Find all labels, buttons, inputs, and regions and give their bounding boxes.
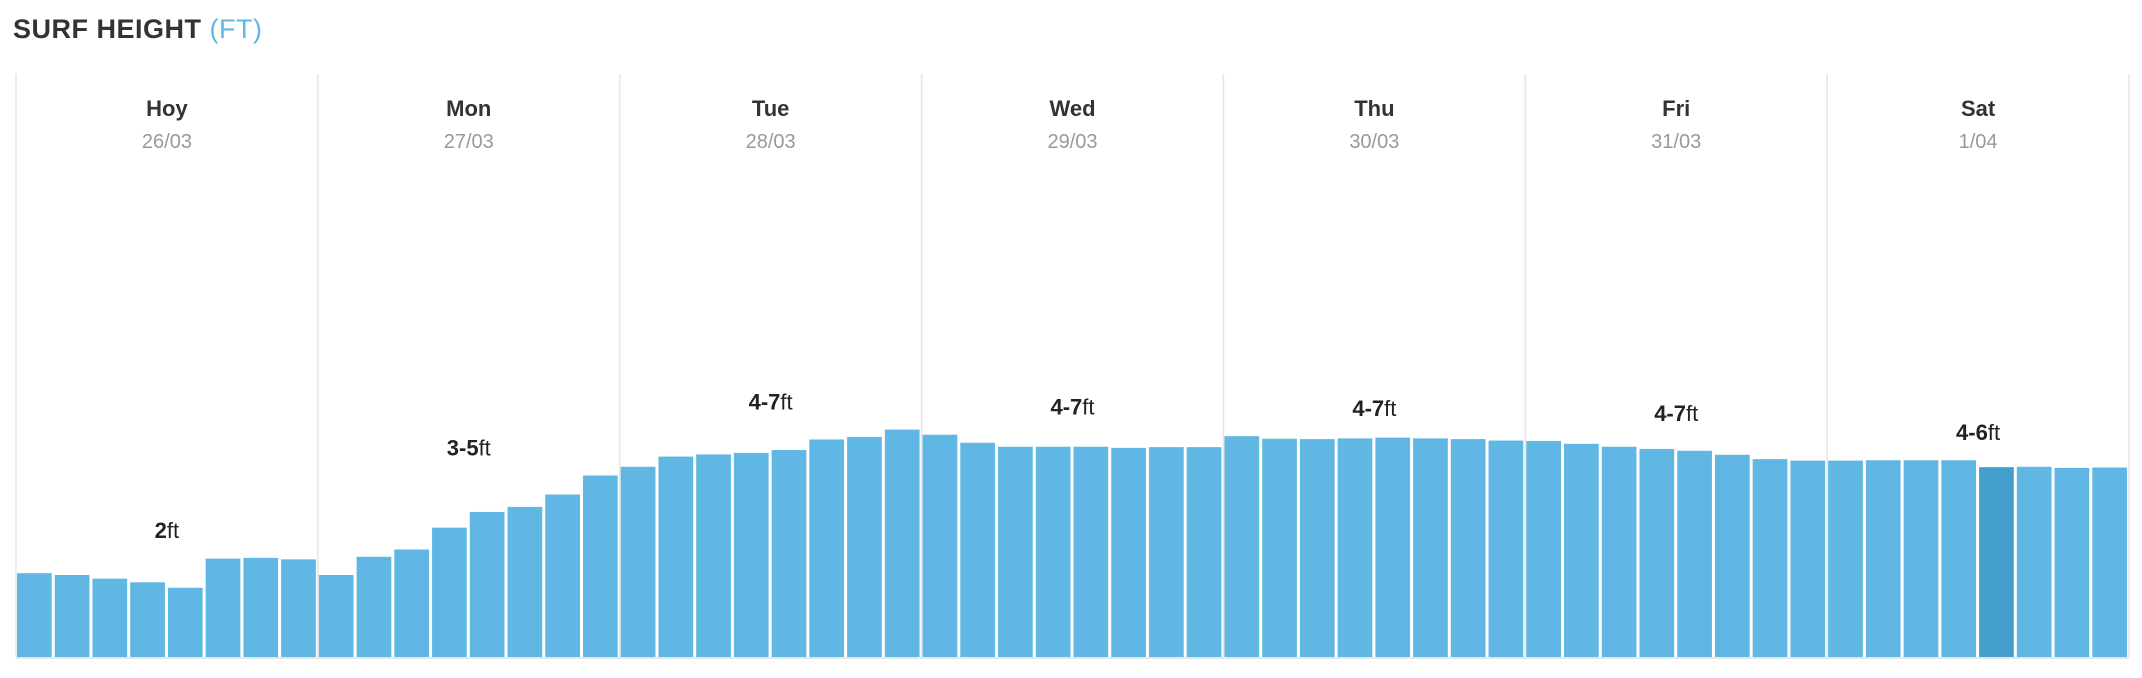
- surf-bar: [620, 466, 656, 657]
- range-label: 3-5ft: [447, 436, 491, 461]
- surf-bar: [281, 559, 316, 657]
- range-label: 4-7ft: [749, 390, 793, 415]
- surf-bar: [130, 582, 165, 657]
- surf-bar: [1714, 454, 1750, 657]
- surf-bar: [507, 506, 543, 657]
- surf-bar: [2054, 467, 2090, 657]
- range-label: 4-6ft: [1956, 420, 2000, 445]
- surf-bar: [1564, 443, 1599, 657]
- day-name: Wed: [1049, 96, 1095, 121]
- surf-bar: [998, 446, 1033, 657]
- surf-bar: [92, 578, 128, 657]
- surf-bar: [884, 429, 920, 657]
- surf-bar: [658, 456, 694, 657]
- surf-bar: [1186, 447, 1222, 657]
- surf-bar: [318, 575, 354, 657]
- surf-bar: [356, 556, 392, 657]
- day-name: Fri: [1662, 96, 1690, 121]
- surf-bar: [167, 587, 203, 657]
- title-text: SURF HEIGHT: [13, 14, 202, 44]
- surf-bar: [2016, 466, 2052, 657]
- surf-bar: [1790, 460, 1826, 657]
- chart-title: SURF HEIGHT (FT): [13, 14, 263, 45]
- day-date: 26/03: [142, 131, 192, 153]
- surf-bar: [696, 454, 731, 657]
- day-date: 27/03: [444, 131, 494, 153]
- surf-bar: [1941, 460, 1977, 657]
- surf-bar: [1488, 440, 1524, 657]
- surf-bar: [1903, 460, 1939, 657]
- title-unit: (FT): [209, 14, 263, 44]
- surf-bar: [771, 450, 807, 657]
- surf-bar: [1828, 460, 1863, 657]
- surf-bar: [243, 557, 279, 657]
- surf-bar: [960, 442, 996, 657]
- surf-bar: [1639, 448, 1675, 657]
- surf-bar: [1677, 450, 1712, 657]
- surf-bar: [809, 439, 845, 657]
- surf-bar: [54, 575, 90, 657]
- surf-bar: [1262, 438, 1297, 657]
- surf-bar: [1148, 447, 1184, 657]
- surf-bar-selected: [1979, 467, 2014, 657]
- surf-bar: [847, 436, 882, 657]
- surf-bar: [545, 494, 580, 657]
- surf-bar: [1601, 446, 1637, 657]
- day-name: Hoy: [146, 96, 188, 121]
- day-date: 28/03: [746, 131, 796, 153]
- day-name: Mon: [446, 96, 491, 121]
- day-date: 31/03: [1651, 131, 1701, 153]
- day-name: Tue: [752, 96, 789, 121]
- range-label: 4-7ft: [1654, 401, 1698, 426]
- surf-bar: [1375, 437, 1411, 657]
- surf-bar: [1752, 459, 1788, 657]
- surf-bar: [1526, 440, 1562, 657]
- day-name: Sat: [1961, 96, 1996, 121]
- surf-bar: [1450, 439, 1486, 657]
- surf-bar: [17, 573, 52, 657]
- day-date: 1/04: [1959, 131, 1998, 153]
- surf-bar: [1073, 446, 1109, 657]
- range-label: 2ft: [155, 518, 179, 543]
- range-label: 4-7ft: [1050, 395, 1094, 420]
- range-label: 4-7ft: [1352, 396, 1396, 421]
- surf-bar: [1865, 460, 1901, 657]
- surf-bar: [2092, 467, 2127, 657]
- surf-bar: [1337, 438, 1373, 657]
- day-date: 29/03: [1047, 131, 1097, 153]
- surf-bar: [733, 452, 769, 657]
- surf-bar: [922, 434, 958, 657]
- surf-bar: [1035, 446, 1071, 657]
- day-name: Thu: [1354, 96, 1394, 121]
- surf-bar: [394, 549, 430, 657]
- surf-bar: [205, 558, 241, 657]
- surf-bar: [469, 511, 505, 657]
- surf-bar: [432, 527, 467, 657]
- surf-bar: [1224, 436, 1260, 657]
- surf-bar: [582, 475, 618, 657]
- day-date: 30/03: [1349, 131, 1399, 153]
- surf-bar: [1413, 438, 1448, 657]
- surf-bar: [1299, 439, 1335, 657]
- surf-bar: [1111, 447, 1146, 657]
